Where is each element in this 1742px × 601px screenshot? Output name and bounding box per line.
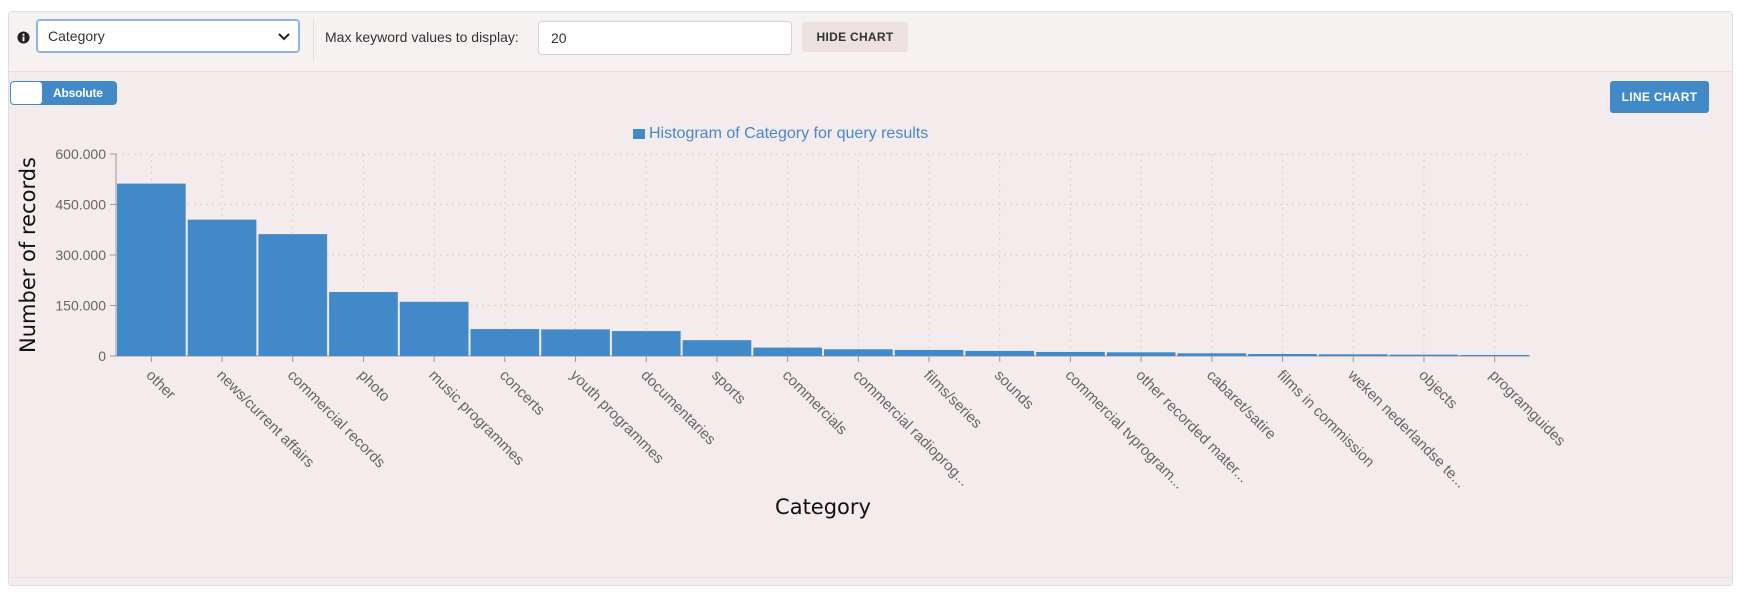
x-tick-label: photo: [355, 367, 394, 406]
bar: [329, 292, 398, 356]
bar: [117, 183, 186, 356]
bar: [611, 331, 681, 356]
x-tick-label: commercial tvprogram...: [1062, 367, 1188, 493]
x-tick-label: documentaries: [637, 367, 719, 449]
bar: [894, 349, 964, 356]
y-tick-label: 0: [98, 348, 106, 364]
y-tick-label: 600.000: [55, 146, 106, 162]
x-tick-label: objects: [1415, 367, 1461, 413]
bar: [682, 340, 752, 356]
field-select-value: Category: [48, 28, 105, 44]
y-axis-title: Number of records: [16, 157, 40, 353]
x-tick-label: cabaret/satire: [1203, 367, 1279, 443]
absolute-toggle[interactable]: Absolute: [10, 81, 117, 105]
bar: [541, 329, 610, 356]
x-tick-label: sports: [708, 367, 749, 408]
bar: [187, 219, 257, 356]
bar: [1106, 352, 1176, 356]
bar: [470, 329, 540, 356]
toggle-knob[interactable]: [11, 82, 42, 104]
x-tick-label: commercial radioprog...: [850, 367, 973, 490]
x-tick-label: commercials: [779, 367, 851, 439]
toolbar-divider: [313, 19, 314, 61]
y-tick-label: 450.000: [55, 197, 106, 213]
panel-bottom-border: [8, 577, 1731, 578]
line-chart-button[interactable]: LINE CHART: [1610, 81, 1709, 113]
bar: [1460, 354, 1529, 356]
field-select[interactable]: Category: [36, 19, 300, 53]
bar: [399, 301, 469, 356]
bar: [1177, 353, 1247, 356]
toggle-label: Absolute: [53, 86, 103, 100]
bar: [1318, 354, 1388, 356]
x-tick-label: weken nederlandse te...: [1344, 366, 1469, 491]
x-tick-label: programguides: [1486, 367, 1569, 450]
bar: [258, 234, 328, 356]
bar: [1248, 353, 1317, 356]
bar: [753, 347, 822, 356]
bar: [965, 350, 1035, 356]
x-tick-label: films/series: [920, 367, 985, 432]
y-tick-label: 150.000: [55, 298, 106, 314]
max-keyword-input[interactable]: 20: [538, 21, 792, 55]
bar: [824, 349, 893, 356]
chart-title: Histogram of Category for query results: [649, 125, 928, 142]
x-tick-label: sounds: [991, 367, 1037, 413]
chevron-down-icon: [278, 33, 290, 41]
info-circle-icon[interactable]: [17, 31, 30, 44]
chart-toolbar: Category Max keyword values to display: …: [9, 12, 1732, 72]
legend-swatch: [633, 129, 645, 139]
x-tick-label: other: [143, 367, 179, 403]
bar: [1036, 351, 1105, 356]
bar: [1389, 354, 1459, 356]
max-keyword-label: Max keyword values to display:: [325, 29, 519, 45]
x-tick-label: concerts: [496, 367, 548, 419]
hide-chart-button[interactable]: HIDE CHART: [802, 22, 908, 52]
y-tick-label: 300.000: [55, 247, 106, 263]
x-axis-title: Category: [775, 495, 871, 519]
